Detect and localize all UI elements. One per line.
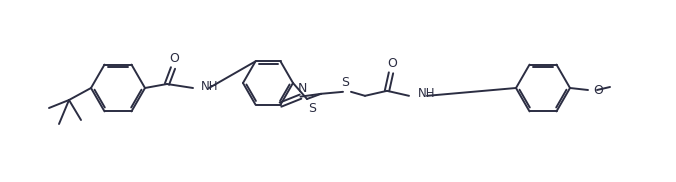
Text: S: S <box>341 76 349 89</box>
Text: NH: NH <box>201 80 218 92</box>
Text: O: O <box>593 84 603 96</box>
Text: NH: NH <box>418 87 435 100</box>
Text: O: O <box>387 57 397 70</box>
Text: N: N <box>298 82 307 95</box>
Text: O: O <box>169 52 179 66</box>
Text: S: S <box>308 102 316 116</box>
